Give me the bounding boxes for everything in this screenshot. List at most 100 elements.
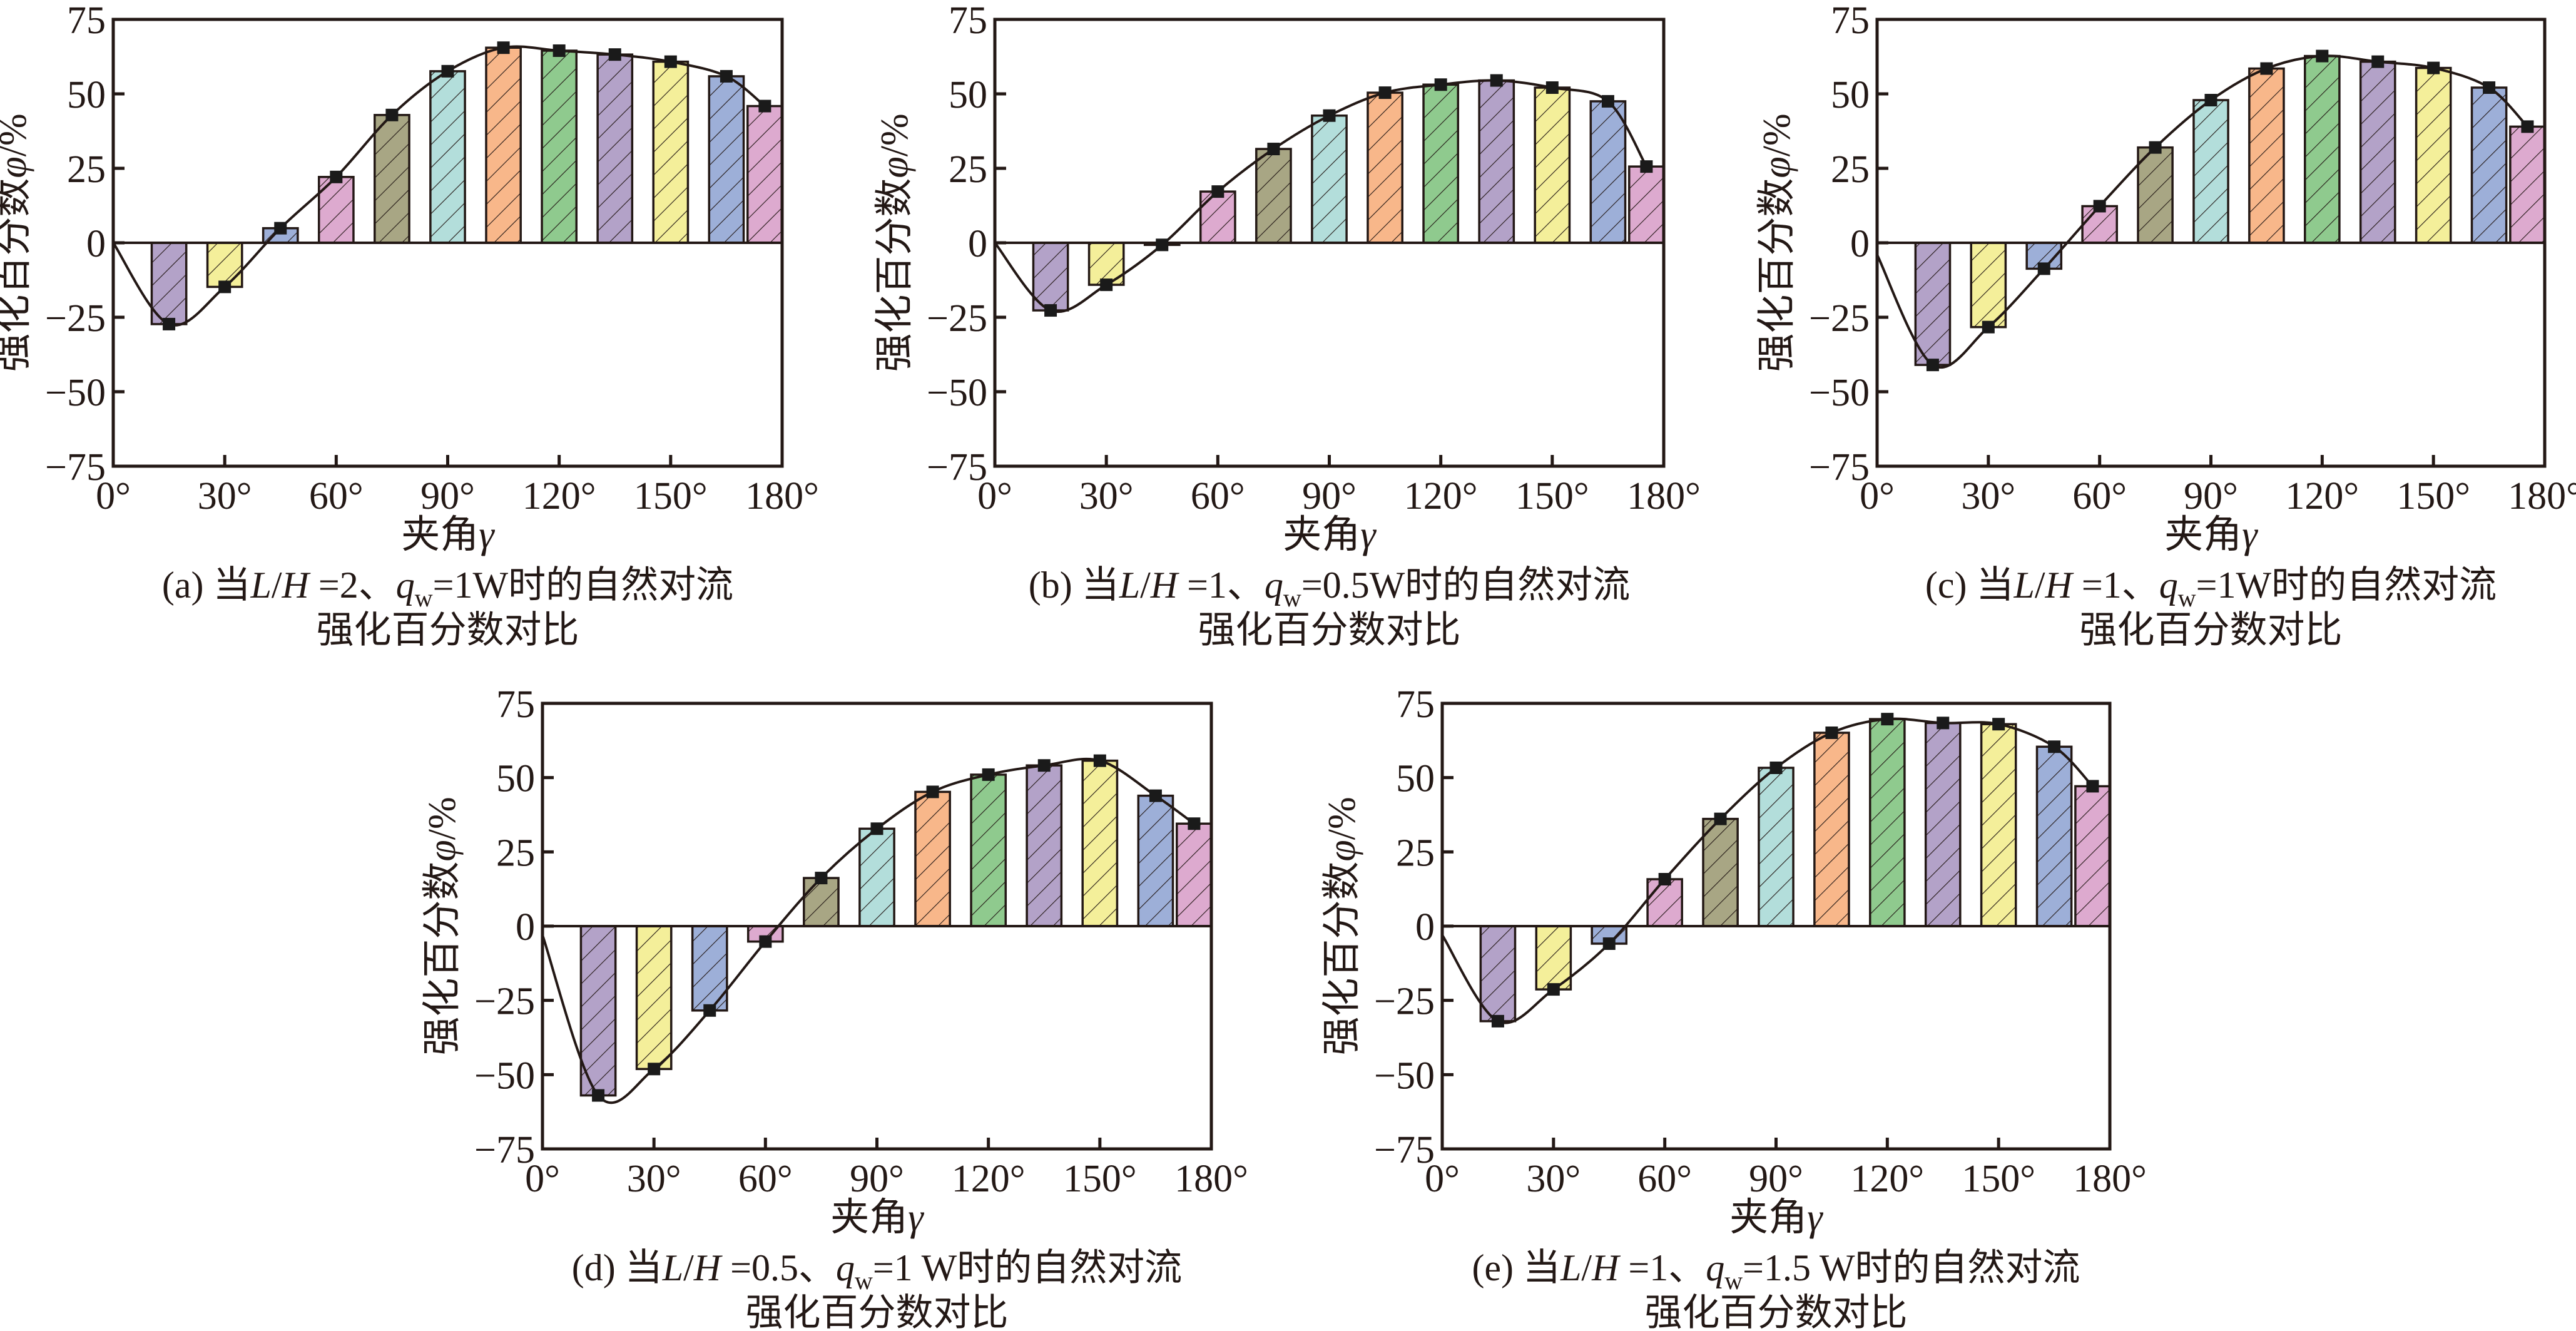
data-marker-15deg [1491,1014,1504,1028]
y-tick-label: −50 [1374,1054,1435,1097]
caption-slash: / [1140,564,1151,606]
bar-90deg [429,70,466,244]
y-axis-title-text: 强化百分数 [1756,178,1798,372]
x-tick-label: 30° [1526,1158,1581,1200]
x-tick-label: 0° [1425,1158,1460,1200]
markers [592,754,1201,1102]
caption-prefix: (e) 当 [1472,1247,1560,1288]
data-marker-165deg [2048,740,2061,753]
data-marker-90deg [1769,762,1783,775]
y-tick-label: 75 [67,0,106,42]
bars [579,759,1213,1097]
x-axis-title: 夹角γ [1729,1196,1823,1239]
caption-qw-value: =1.5 W时的自然对流 [1743,1247,2080,1288]
x-axis-symbol: γ [1807,1196,1823,1239]
fit-curve [112,45,766,327]
bar-135deg [1924,722,1962,927]
bar-165deg [1589,100,1627,244]
bar-180deg [746,105,783,244]
bar-165deg [708,75,745,244]
y-axis-symbol: φ [1756,156,1798,178]
x-tick-label: 60° [738,1158,793,1200]
data-marker-60deg [1658,873,1671,886]
caption-prefix: (a) 当 [162,564,251,606]
y-tick-label: 75 [1831,0,1870,42]
data-marker-135deg [1037,759,1051,772]
chart-panel-b: −75 −50 −25 0 25 50 75 0° 30° 60° 90° 120° 150° 180° 夹… [873,0,1701,651]
y-tick-label: 50 [1396,758,1435,800]
y-tick-label: −25 [1809,297,1870,340]
y-axis-title: 强化百分数φ/% [421,797,464,1055]
x-tick-label: 60° [1191,475,1245,518]
data-marker-105deg [2260,62,2273,75]
caption-q: q [2159,564,2178,606]
data-marker-60deg [330,170,343,183]
data-marker-180deg [2086,780,2099,793]
y-axis-symbol: φ [421,840,464,861]
bar-165deg [2035,745,2073,927]
bar-120deg [1422,83,1460,244]
data-marker-120deg [1434,78,1447,91]
bar-15deg [150,242,188,325]
bar-120deg [541,49,578,244]
data-marker-165deg [1601,94,1614,108]
x-tick-label: 180° [1627,475,1701,518]
x-tick-label: 180° [1174,1158,1248,1200]
y-axis-title-text: 强化百分数 [873,178,916,372]
x-axis-symbol: γ [2242,514,2258,556]
x-tick-label: 30° [198,475,252,518]
x-axis-symbol: γ [1360,514,1377,556]
y-tick-label: 50 [1831,74,1870,116]
bar-90deg [2192,99,2229,244]
data-marker-135deg [2371,55,2385,68]
caption-H: H [1591,1247,1621,1288]
data-marker-75deg [815,872,828,885]
data-marker-30deg [1547,983,1560,996]
bar-105deg [914,790,951,927]
y-axis-title: 强化百分数φ/% [873,113,916,372]
x-tick-label: 90° [2184,475,2238,518]
data-marker-30deg [218,280,232,293]
data-marker-150deg [1992,718,2005,731]
caption-prefix: (c) 当 [1925,564,2014,606]
bar-135deg [1478,79,1515,244]
caption-line-1: (e) 当L/H =1、qw=1.5 W时的自然对流 [1472,1247,2080,1295]
y-axis-title: 强化百分数φ/% [1321,797,1363,1055]
bar-120deg [1869,718,1906,927]
x-tick-label: 30° [627,1158,681,1200]
fit-curve [1876,54,2528,369]
y-axis-unit: /% [421,797,464,840]
caption-q: q [836,1247,855,1288]
x-tick-label: 0° [96,475,131,518]
x-tick-label: 120° [1850,1158,1924,1200]
x-tick-label: 180° [745,475,819,518]
y-tick-label: −25 [474,981,535,1023]
caption-slash: / [2035,564,2045,606]
caption-H: H [2045,564,2075,606]
data-marker-180deg [758,99,771,113]
x-tick-label: 120° [1404,475,1478,518]
bar-105deg [1813,732,1850,927]
bar-90deg [1758,767,1795,927]
caption-lh-value: =2、 [309,564,396,606]
caption-w-subscript: w [1724,1267,1743,1295]
caption-lh-value: =0.5、 [721,1247,836,1288]
bar-165deg [2470,86,2508,244]
x-axis-title-text: 夹角 [830,1196,908,1239]
y-tick-label: 25 [949,148,987,191]
bar-90deg [1311,114,1348,244]
data-marker-120deg [1881,713,1894,726]
y-axis-unit: /% [0,113,34,156]
bar-150deg [652,60,690,244]
bar-105deg [1367,91,1403,244]
y-axis-unit: /% [1321,797,1363,840]
bar-15deg [1914,242,1952,366]
y-axis-unit: /% [1756,113,1798,156]
chart-panel-a: −75 −50 −25 0 25 50 75 0° 30° 60° 90° 120° 150° 180° 夹… [0,0,819,651]
caption-slash: / [683,1247,694,1288]
caption-prefix: (b) 当 [1029,564,1119,606]
x-tick-label: 120° [522,475,596,518]
caption-w-subscript: w [855,1267,873,1295]
y-tick-label: 0 [86,223,106,265]
data-marker-105deg [1378,86,1392,99]
